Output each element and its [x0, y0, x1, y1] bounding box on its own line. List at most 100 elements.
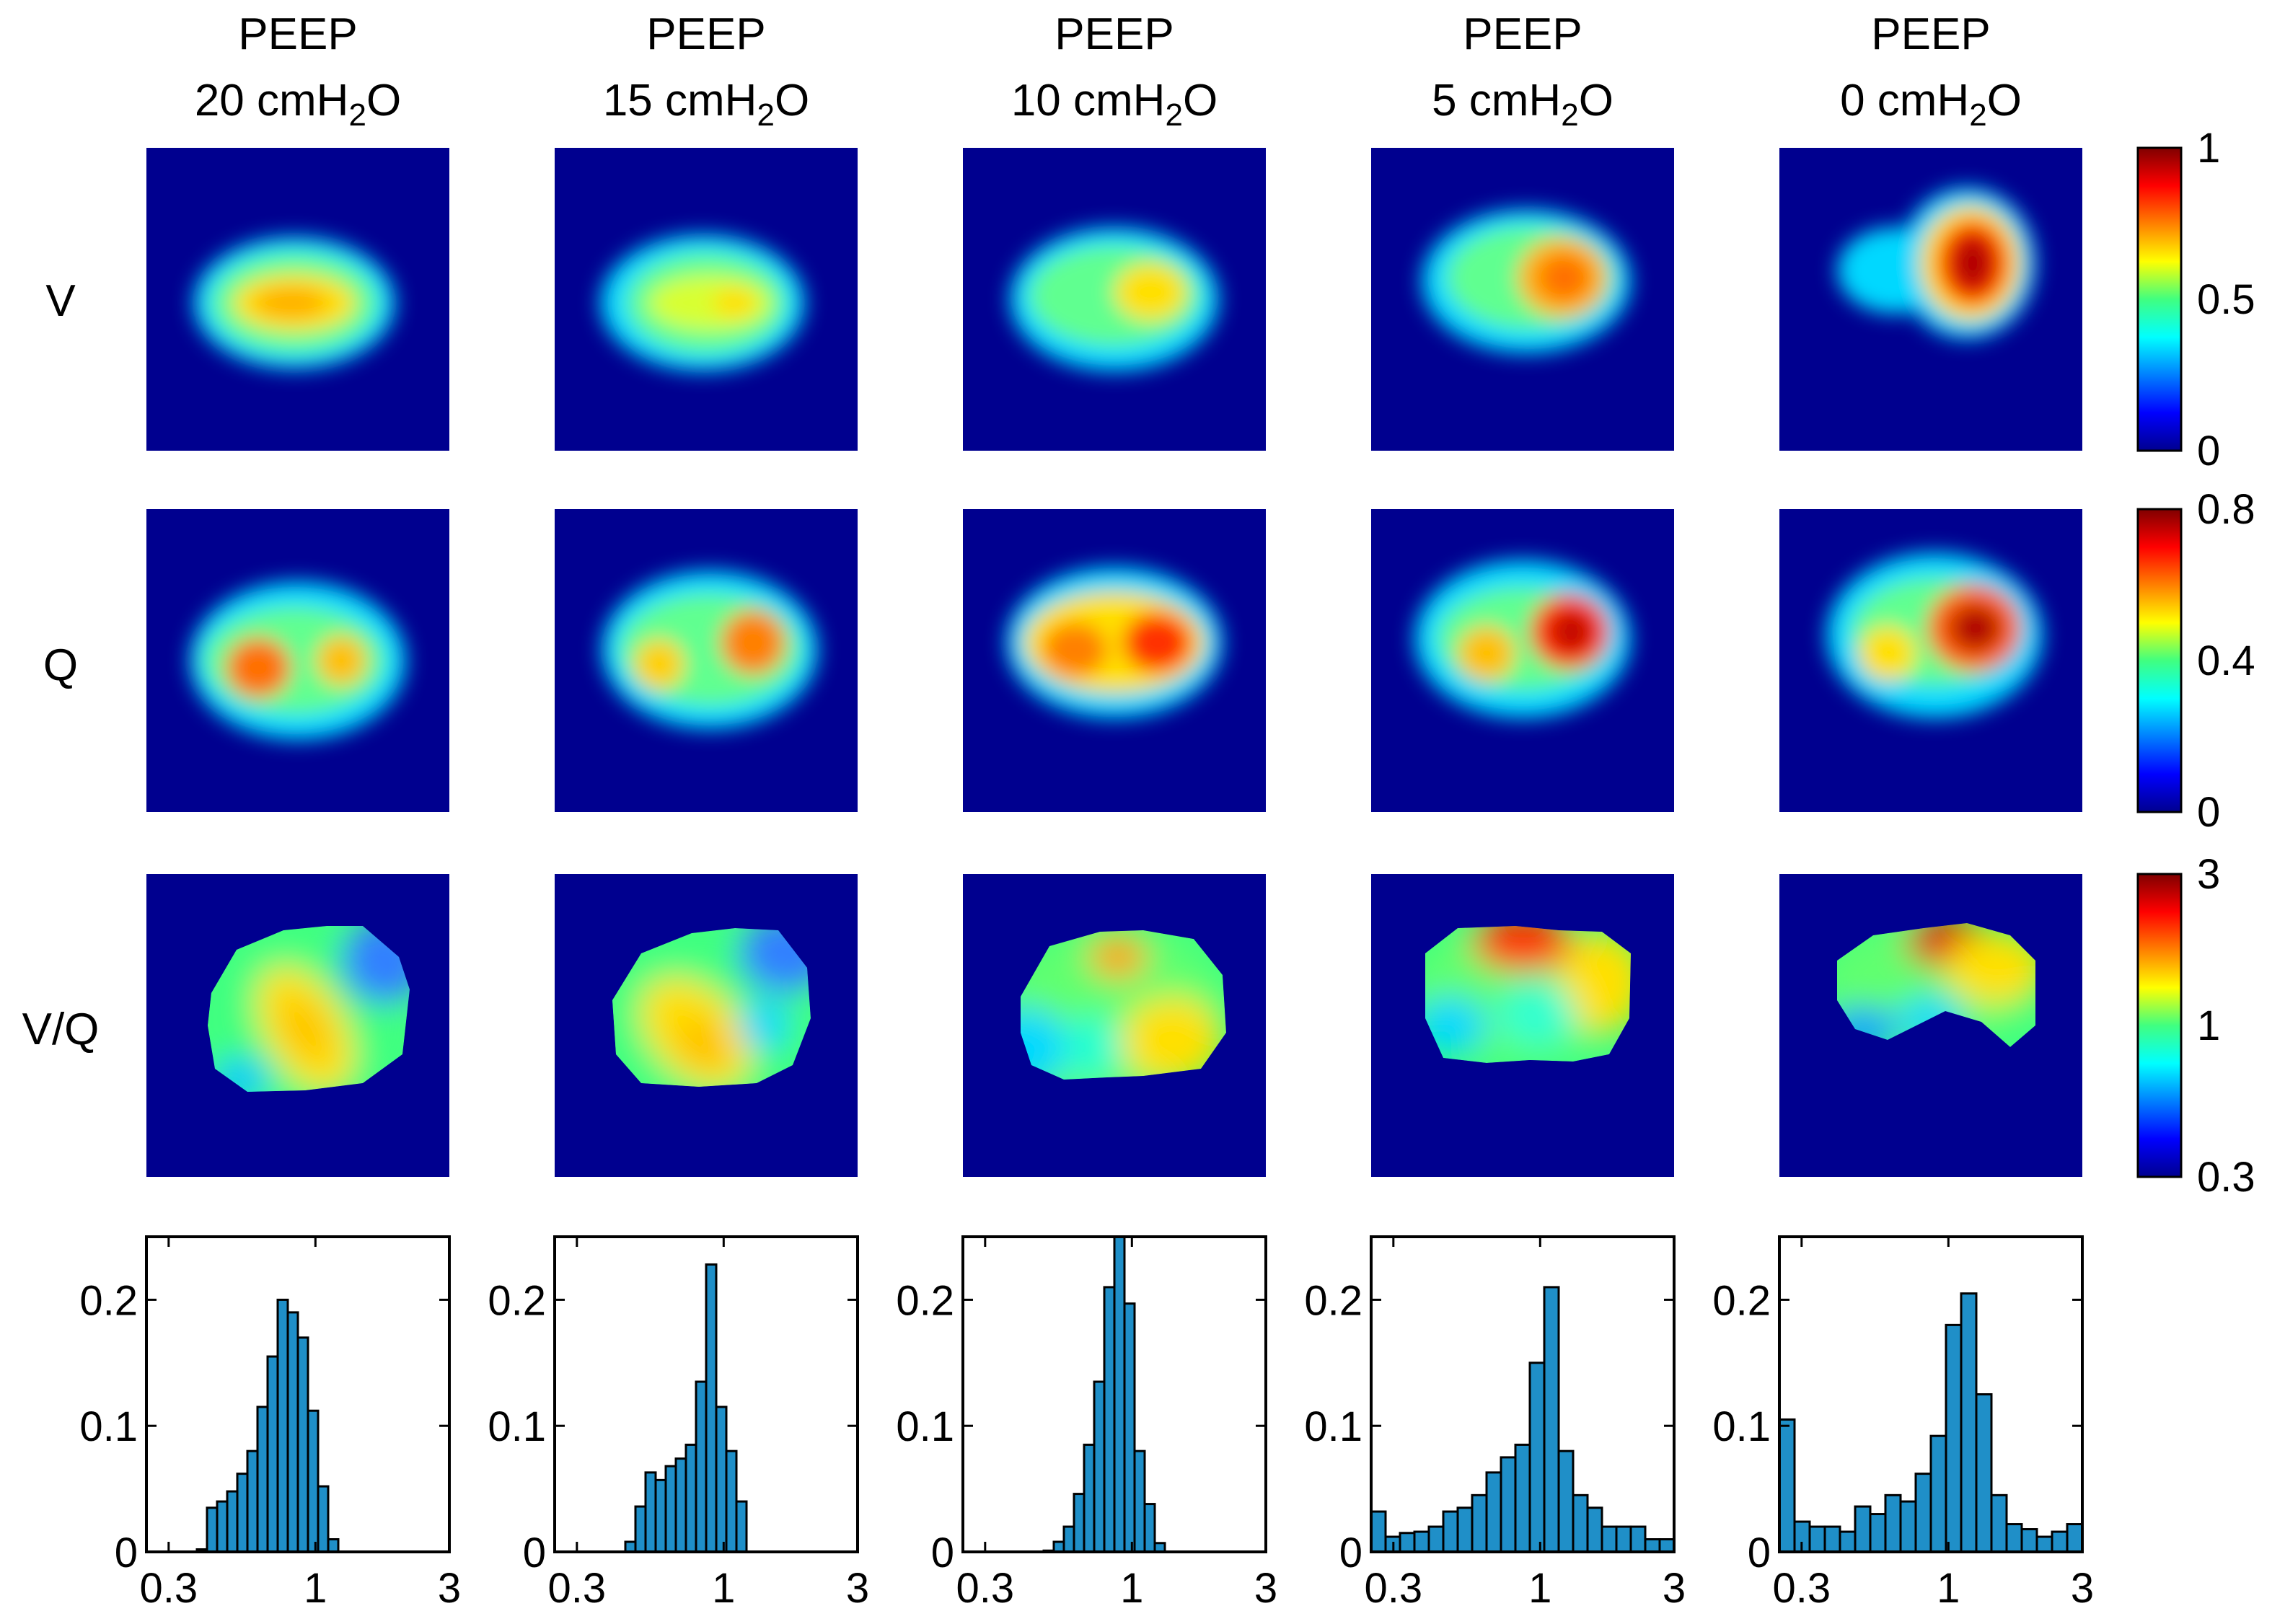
map-v-peep-5	[1371, 148, 1674, 451]
colorbar-tick-label: 0.4	[2197, 637, 2255, 684]
histogram-bar	[1062, 1525, 1075, 1553]
map-blob	[1497, 982, 1577, 1047]
map-blob-layer	[1826, 552, 2043, 718]
x-tick-label: 0.3	[139, 1565, 198, 1612]
y-tick-label: 0	[115, 1530, 138, 1576]
map-blob-layer	[190, 581, 406, 740]
peep-unit-subscript: 2	[348, 97, 366, 133]
histogram-bar	[1586, 1506, 1603, 1553]
row-label: V	[45, 276, 76, 326]
histogram-bar	[2051, 1530, 2069, 1553]
y-tick-label: 0.2	[488, 1277, 546, 1324]
map-q-peep-0	[1779, 509, 2082, 812]
map-v-peep-20	[146, 148, 449, 451]
map-blob-layer	[208, 926, 410, 1092]
map-blob	[739, 1000, 789, 1051]
histogram-peep-0: 0 0.1 0.2 0.3 1 3	[1712, 1235, 2094, 1612]
histogram-bar	[1143, 1503, 1156, 1553]
colorbar-tick-label: 0	[2197, 789, 2220, 836]
histogram-bar	[266, 1355, 279, 1553]
colorbar-tick-label: 0.5	[2197, 276, 2255, 323]
map-v-peep-15	[555, 148, 858, 451]
map-blob	[316, 635, 366, 686]
histogram-bar	[1123, 1302, 1136, 1553]
column-header-label: PEEP	[238, 9, 357, 59]
histogram-bar	[1557, 1449, 1575, 1553]
x-tick-label: 1	[1120, 1565, 1143, 1612]
map-blob	[1458, 626, 1515, 681]
colorbar-gradient	[2136, 873, 2183, 1178]
peep-unit-suffix: O	[1579, 76, 1613, 125]
peep-unit: cmH	[1061, 76, 1166, 125]
histogram-bars	[1042, 1235, 1166, 1553]
map-blob-layer	[193, 237, 395, 369]
histogram-bars	[1370, 1286, 1676, 1553]
map-blob	[721, 610, 785, 675]
peep-unit: cmH	[653, 76, 757, 125]
x-tick-label: 0.3	[956, 1565, 1014, 1612]
map-blob	[226, 637, 291, 698]
colorbar-gradient	[2136, 146, 2183, 452]
histogram-bar	[1884, 1493, 1902, 1553]
map-vq-peep-10	[963, 874, 1266, 1177]
histogram-bar	[2020, 1528, 2038, 1553]
histogram-bar	[1052, 1540, 1065, 1553]
histogram-bar	[674, 1457, 687, 1553]
histogram-bar	[206, 1506, 219, 1553]
histogram-bar	[1869, 1513, 1887, 1553]
map-blob-layer	[1414, 560, 1631, 718]
histogram-bar	[1914, 1473, 1932, 1553]
histogram-bar	[1778, 1418, 1796, 1553]
y-tick-label: 0	[1748, 1530, 1771, 1576]
histogram-bar	[1103, 1286, 1116, 1553]
peep-value: 0	[1840, 76, 1864, 125]
x-tick-label: 1	[304, 1565, 327, 1612]
histogram-bar	[1854, 1505, 1872, 1553]
histogram-bar	[1399, 1532, 1416, 1553]
column-header-value: 10 cmH2O	[1011, 76, 1218, 133]
y-tick-label: 0	[931, 1530, 954, 1576]
peep-unit-subscript: 2	[1561, 97, 1578, 133]
histogram-bar	[1543, 1286, 1560, 1553]
y-tick-label: 0	[1339, 1530, 1362, 1576]
x-tick-label: 0.3	[547, 1565, 606, 1612]
histogram-bar	[1456, 1506, 1474, 1553]
colorbar-tick-label: 3	[2197, 851, 2220, 898]
histogram-bar	[1073, 1493, 1086, 1553]
x-tick-label: 3	[2071, 1565, 2094, 1612]
column-header-label: PEEP	[1463, 9, 1582, 59]
map-blob	[1114, 263, 1186, 321]
peep-value: 10	[1011, 76, 1061, 125]
histogram-bar	[644, 1471, 657, 1553]
peep-value: 15	[603, 76, 653, 125]
histogram-bar	[1615, 1525, 1632, 1553]
map-blob	[1945, 932, 2035, 1004]
y-tick-label: 0	[523, 1530, 546, 1576]
y-tick-label: 0.2	[896, 1277, 954, 1324]
histogram-bar	[1442, 1510, 1459, 1553]
histograms: 0 0.1 0.2 0.3 1 3 0 0.1 0.2 0.3 1 3 0 0.1 0.2 0.3 1 3 0 0.1…	[79, 1235, 2094, 1612]
colorbar-q: 0.8 0.4 0	[2136, 486, 2255, 836]
map-vq-peep-15	[555, 874, 858, 1177]
column-header-value: 0 cmH2O	[1840, 76, 2022, 133]
histogram-peep-10: 0 0.1 0.2 0.3 1 3	[896, 1235, 1277, 1612]
map-blob-group	[612, 928, 811, 1087]
column-header-value: 15 cmH2O	[603, 76, 809, 133]
map-blob	[1021, 1007, 1067, 1080]
histogram-bar	[624, 1540, 637, 1553]
y-tick-label: 0.1	[488, 1403, 546, 1450]
map-vq-peep-5	[1371, 874, 1674, 1177]
x-tick-label: 0.3	[1364, 1565, 1422, 1612]
map-vq-peep-20	[146, 874, 449, 1177]
colorbar-vq: 310.3	[2136, 851, 2255, 1201]
map-blob-layer	[1021, 930, 1223, 1080]
histogram-bar	[684, 1443, 697, 1553]
column-header-value: 5 cmH2O	[1432, 76, 1613, 133]
y-tick-label: 0.1	[1304, 1403, 1362, 1450]
map-q-peep-5	[1371, 509, 1674, 812]
histogram-bar	[256, 1405, 269, 1553]
peep-unit-subscript: 2	[1165, 97, 1182, 133]
column-header-label: PEEP	[1871, 9, 1990, 59]
colorbar-tick-label: 0	[2197, 428, 2220, 475]
